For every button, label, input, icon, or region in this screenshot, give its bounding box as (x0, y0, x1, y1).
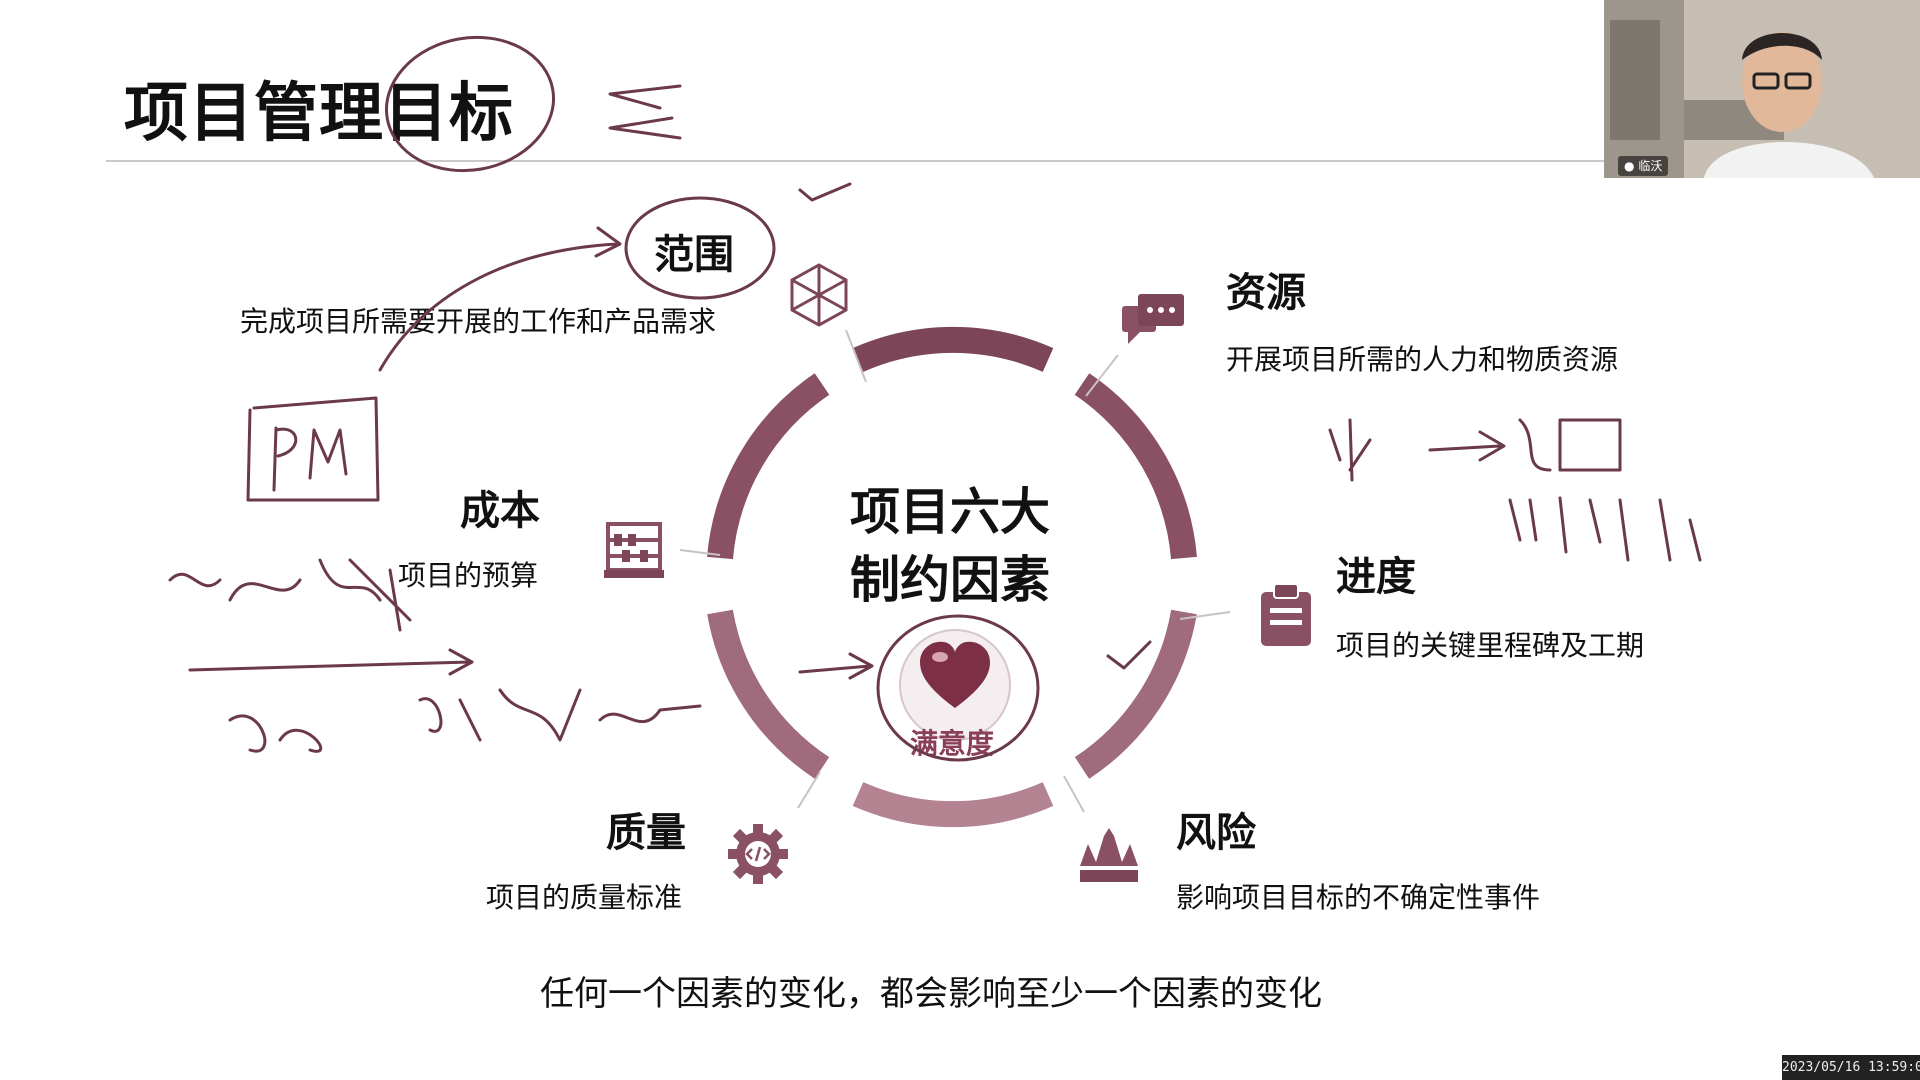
ink-underline-arrow (188, 648, 474, 676)
chat-bubbles-icon (1122, 294, 1184, 344)
crown-flame-icon (1080, 828, 1138, 882)
recording-timestamp: 2023/05/16 13:59:05 (1782, 1055, 1920, 1080)
title-divider (106, 160, 1676, 162)
ink-arrow-title (608, 84, 682, 140)
footer-note: 任何一个因素的变化，都会影响至少一个因素的变化 (540, 974, 1322, 1014)
center-title-line2: 制约因素 (850, 551, 1050, 609)
connector-scope (845, 329, 867, 383)
factor-resources-desc: 开展项目所需的人力和物质资源 (1226, 343, 1619, 376)
factor-risk-label: 风险 (1176, 810, 1256, 856)
factor-quality-label: 质量 (606, 810, 686, 856)
ink-check-schedule (1106, 640, 1152, 670)
connector-risk (1063, 775, 1085, 813)
ink-arrow-scope (378, 226, 622, 372)
ink-circle-scope (624, 196, 776, 300)
ink-scribble-human (1508, 496, 1702, 562)
ring-segment-quality (707, 609, 830, 779)
ink-arrow-satisfaction (798, 652, 874, 680)
factor-schedule-desc: 项目的关键里程碑及工期 (1336, 629, 1645, 662)
factor-quality-desc: 项目的质量标准 (486, 881, 683, 914)
webcam-name-tag: ● 临沃 (1618, 156, 1669, 176)
ink-checkmark-top (798, 182, 852, 202)
slide-title: 项目管理目标 (124, 77, 514, 151)
ink-circle-satisfaction (876, 614, 1040, 762)
webcam-name-text: 临沃 (1638, 159, 1663, 173)
factor-resources-label: 资源 (1226, 270, 1306, 316)
center-title-line1: 项目六大 (850, 483, 1050, 541)
ink-scribble-integrate (228, 714, 323, 753)
webcam-overlay[interactable]: ● 临沃 (1604, 0, 1920, 178)
factor-scope-label: 范围 (654, 232, 734, 278)
ring-segment-risk (852, 782, 1054, 828)
ink-circle-title (384, 35, 556, 173)
ring-segment-schedule (1074, 609, 1197, 779)
ink-scribble-resources (1328, 418, 1622, 482)
factor-scope-desc: 完成项目所需要开展的工作和产品需求 (240, 305, 717, 338)
ink-scribble-synthesis (168, 558, 412, 632)
center-title: 项目六大 制约因素 (820, 478, 1080, 614)
mic-icon: ● (1624, 159, 1635, 173)
ink-box-pm (246, 396, 380, 502)
connector-cost (679, 549, 721, 556)
presenter-video-feed (1604, 0, 1920, 178)
code-gear-icon (728, 824, 788, 884)
connector-schedule (1179, 611, 1231, 620)
factor-cost-desc: 项目的预算 (398, 559, 539, 592)
abacus-icon (604, 522, 664, 578)
ring-segment-resources (1074, 373, 1197, 560)
ink-text-pm (272, 426, 348, 492)
ink-scribble-coordinate (418, 688, 702, 742)
ring-segment-cost (707, 373, 830, 560)
factor-schedule-label: 进度 (1336, 554, 1416, 600)
hexagon-cube-icon (790, 263, 848, 327)
connector-quality (797, 771, 821, 809)
ring-segment-scope (852, 326, 1054, 372)
clipboard-icon (1261, 583, 1311, 646)
factor-cost-label: 成本 (460, 488, 540, 534)
factor-risk-desc: 影响项目目标的不确定性事件 (1176, 881, 1541, 914)
connector-resources (1085, 354, 1119, 397)
